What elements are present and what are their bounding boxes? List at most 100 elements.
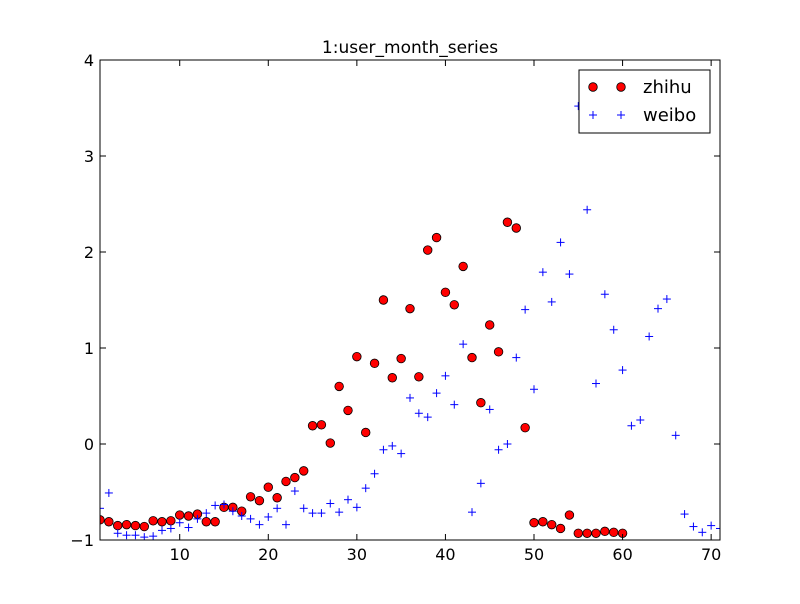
weibo-point	[600, 290, 609, 299]
zhihu-point	[387, 373, 397, 383]
zhihu-point	[290, 472, 300, 483]
zhihu-point	[100, 515, 105, 525]
weibo-point	[175, 518, 184, 527]
zhihu-point	[449, 300, 459, 310]
weibo-point	[707, 521, 716, 530]
weibo-point	[335, 508, 344, 517]
weibo-point	[344, 495, 352, 504]
weibo-point	[414, 409, 423, 418]
zhihu-point	[325, 438, 335, 448]
zhihu-point	[316, 420, 327, 430]
zhihu-point	[130, 520, 141, 531]
chart-title: 1:user_month_series	[322, 38, 498, 58]
weibo-point	[131, 531, 140, 540]
legend-label-weibo: weibo	[643, 105, 696, 126]
zhihu-point	[423, 245, 433, 255]
weibo-point	[317, 509, 326, 518]
zhihu-point	[582, 528, 592, 538]
zhihu-point	[254, 495, 265, 506]
zhihu-point	[104, 517, 114, 527]
weibo-point	[228, 507, 237, 516]
weibo-point	[220, 500, 228, 509]
weibo-point	[441, 371, 450, 380]
weibo-point	[512, 353, 521, 362]
zhihu-point	[529, 518, 539, 528]
zhihu-point	[139, 521, 149, 532]
x-tick-label: 20	[258, 545, 278, 564]
zhihu-point	[405, 303, 415, 314]
zhihu-point	[511, 223, 521, 233]
legend-marker-zhihu	[616, 82, 626, 92]
legend-entry-weibo: weibo	[589, 105, 696, 126]
weibo-point	[113, 529, 122, 538]
x-tick-label: 30	[347, 545, 367, 564]
zhihu-point	[458, 261, 468, 272]
zhihu-point	[493, 347, 504, 357]
weibo-point	[459, 340, 468, 349]
zhihu-point	[609, 527, 619, 538]
weibo-point	[237, 512, 246, 520]
weibo-point	[290, 487, 299, 496]
weibo-point	[450, 400, 459, 409]
weibo-point	[636, 416, 645, 424]
zhihu-point	[547, 519, 557, 530]
weibo-point	[662, 295, 671, 304]
zhihu-point	[378, 295, 389, 305]
weibo-point	[122, 531, 131, 540]
zhihu-point	[485, 320, 495, 330]
weibo-point	[468, 508, 476, 517]
weibo-point	[609, 325, 618, 334]
weibo-point	[397, 449, 406, 458]
weibo-point	[494, 445, 503, 454]
weibo-point	[556, 238, 565, 247]
zhihu-point	[431, 232, 442, 243]
weibo-point	[530, 385, 538, 394]
zhihu-point	[175, 510, 185, 520]
y-tick-label: 4	[84, 51, 94, 70]
legend-box	[578, 69, 711, 134]
weibo-point	[104, 488, 113, 497]
zhihu-point	[440, 287, 451, 298]
zhihu-point	[591, 528, 601, 538]
zhihu-point	[245, 492, 256, 502]
zhihu-point	[148, 516, 158, 526]
zhihu-point	[396, 353, 406, 364]
zhihu-point	[467, 352, 477, 363]
weibo-point	[273, 504, 282, 513]
zhihu-point	[299, 466, 309, 476]
zhihu-point	[121, 519, 132, 530]
legend-marker-zhihu	[588, 82, 598, 92]
weibo-point	[100, 504, 104, 513]
zhihu-point	[183, 511, 194, 521]
weibo-point	[671, 431, 680, 440]
weibo-point	[654, 304, 662, 313]
zhihu-point	[520, 422, 530, 433]
weibo-point	[282, 520, 290, 529]
y-tick-label: 2	[84, 243, 94, 262]
zhihu-point	[281, 476, 291, 487]
weibo-point	[485, 405, 494, 414]
y-tick-label: 0	[84, 435, 94, 454]
weibo-point	[432, 389, 441, 398]
zhihu-point	[414, 372, 424, 382]
weibo-point	[149, 532, 158, 540]
y-tick-label: 3	[84, 147, 94, 166]
zhihu-point	[201, 517, 211, 527]
zhihu-point	[334, 381, 344, 392]
zhihu-point	[555, 523, 566, 534]
weibo-point	[308, 509, 317, 518]
y-tick-label: 1	[84, 339, 94, 358]
zhihu-point	[476, 398, 486, 408]
zhihu-point	[352, 351, 362, 362]
y-tick-label: −1	[70, 531, 94, 550]
weibo-point	[423, 413, 432, 422]
weibo-point	[264, 512, 273, 521]
zhihu-point	[361, 427, 371, 438]
weibo-point	[211, 501, 220, 510]
weibo-point	[503, 440, 512, 448]
x-tick-label: 60	[612, 545, 632, 564]
weibo-point	[361, 484, 370, 493]
weibo-point	[406, 393, 414, 402]
